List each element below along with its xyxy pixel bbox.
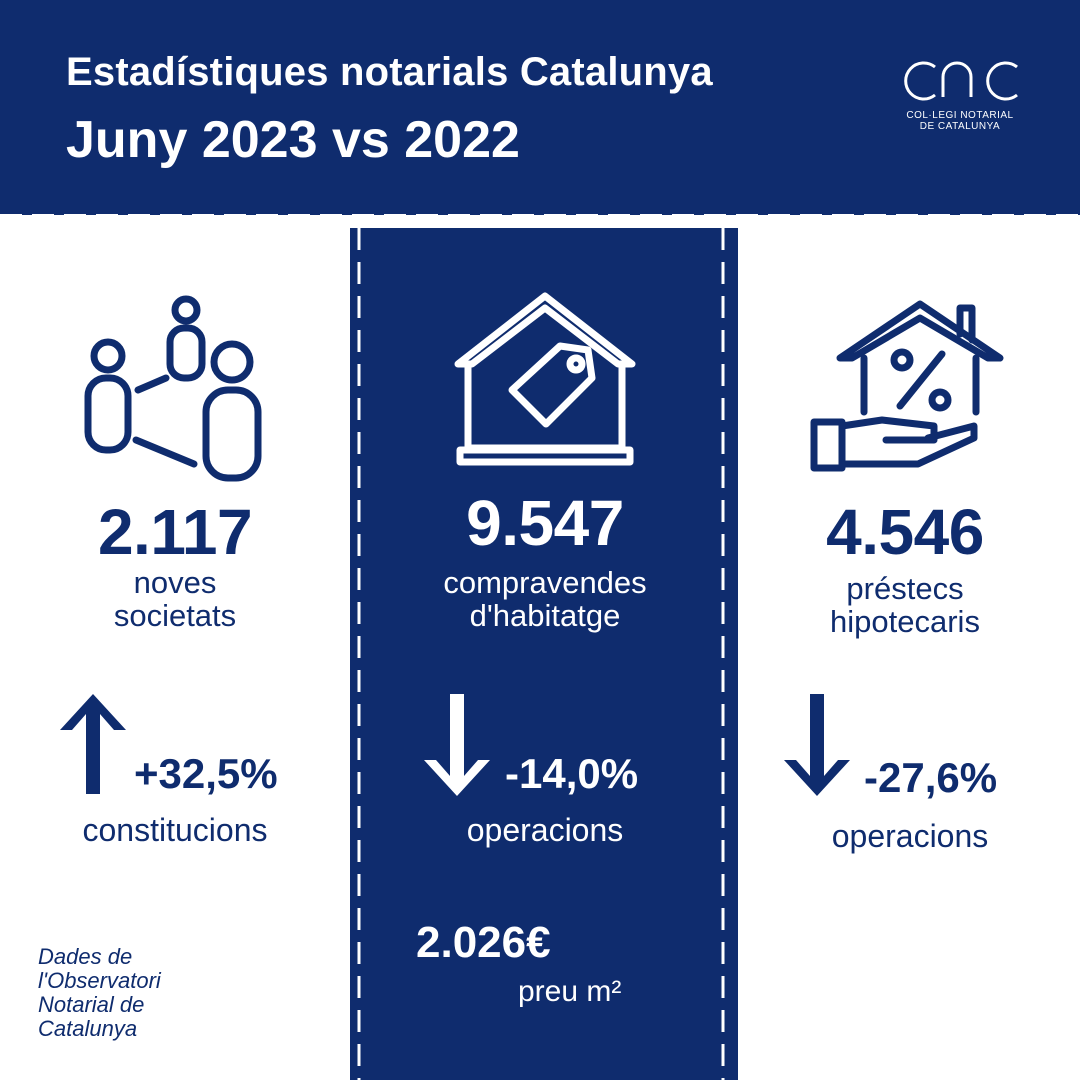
cnc-logo: COL·LEGI NOTARIAL DE CATALUNYA xyxy=(895,55,1025,132)
stat-value-prestecs: 4.546 xyxy=(826,496,984,568)
arrow-down-icon-white xyxy=(424,694,490,796)
house-price-tag-icon xyxy=(454,292,636,466)
stitched-border-left xyxy=(357,228,361,1080)
stat-value-compravendes: 9.547 xyxy=(466,487,624,559)
logo-text-line2: DE CATALUNYA xyxy=(919,121,1001,132)
change-prestecs: -27,6% xyxy=(864,754,998,801)
arrow-up-icon xyxy=(60,694,126,794)
page-subtitle: Juny 2023 vs 2022 xyxy=(66,111,520,169)
change-societats: +32,5% xyxy=(134,750,278,797)
stat-label-societats: noves societats xyxy=(113,565,237,633)
logo-text-line1: COL·LEGI NOTARIAL xyxy=(906,110,1014,121)
middle-column xyxy=(350,228,738,1080)
stat-label-prestecs: préstecs hipotecaris xyxy=(830,571,980,639)
price-per-m2-label: preu m² xyxy=(518,975,622,1008)
stat-value-societats: 2.117 xyxy=(97,496,253,568)
people-network-icon xyxy=(84,295,262,482)
house-percent-hand-icon xyxy=(810,300,1004,472)
change-label-prestecs: operacions xyxy=(831,818,989,854)
cnc-logo-icon xyxy=(904,61,1018,101)
change-label-compravendes: operacions xyxy=(466,812,624,848)
arrow-down-icon xyxy=(784,694,850,796)
stitched-divider xyxy=(0,214,1080,218)
stat-label-compravendes: compravendes d'habitatge xyxy=(443,565,647,633)
change-label-societats: constitucions xyxy=(82,812,268,848)
header-banner: Estadístiques notarials Catalunya Juny 2… xyxy=(0,0,1080,215)
change-compravendes: -14,0% xyxy=(505,750,639,797)
data-source-note: Dades de l'Observatori Notarial de Catal… xyxy=(38,944,161,1041)
page-title: Estadístiques notarials Catalunya xyxy=(66,50,713,94)
stitched-border-right xyxy=(721,228,725,1080)
price-per-m2: 2.026€ xyxy=(416,918,551,967)
